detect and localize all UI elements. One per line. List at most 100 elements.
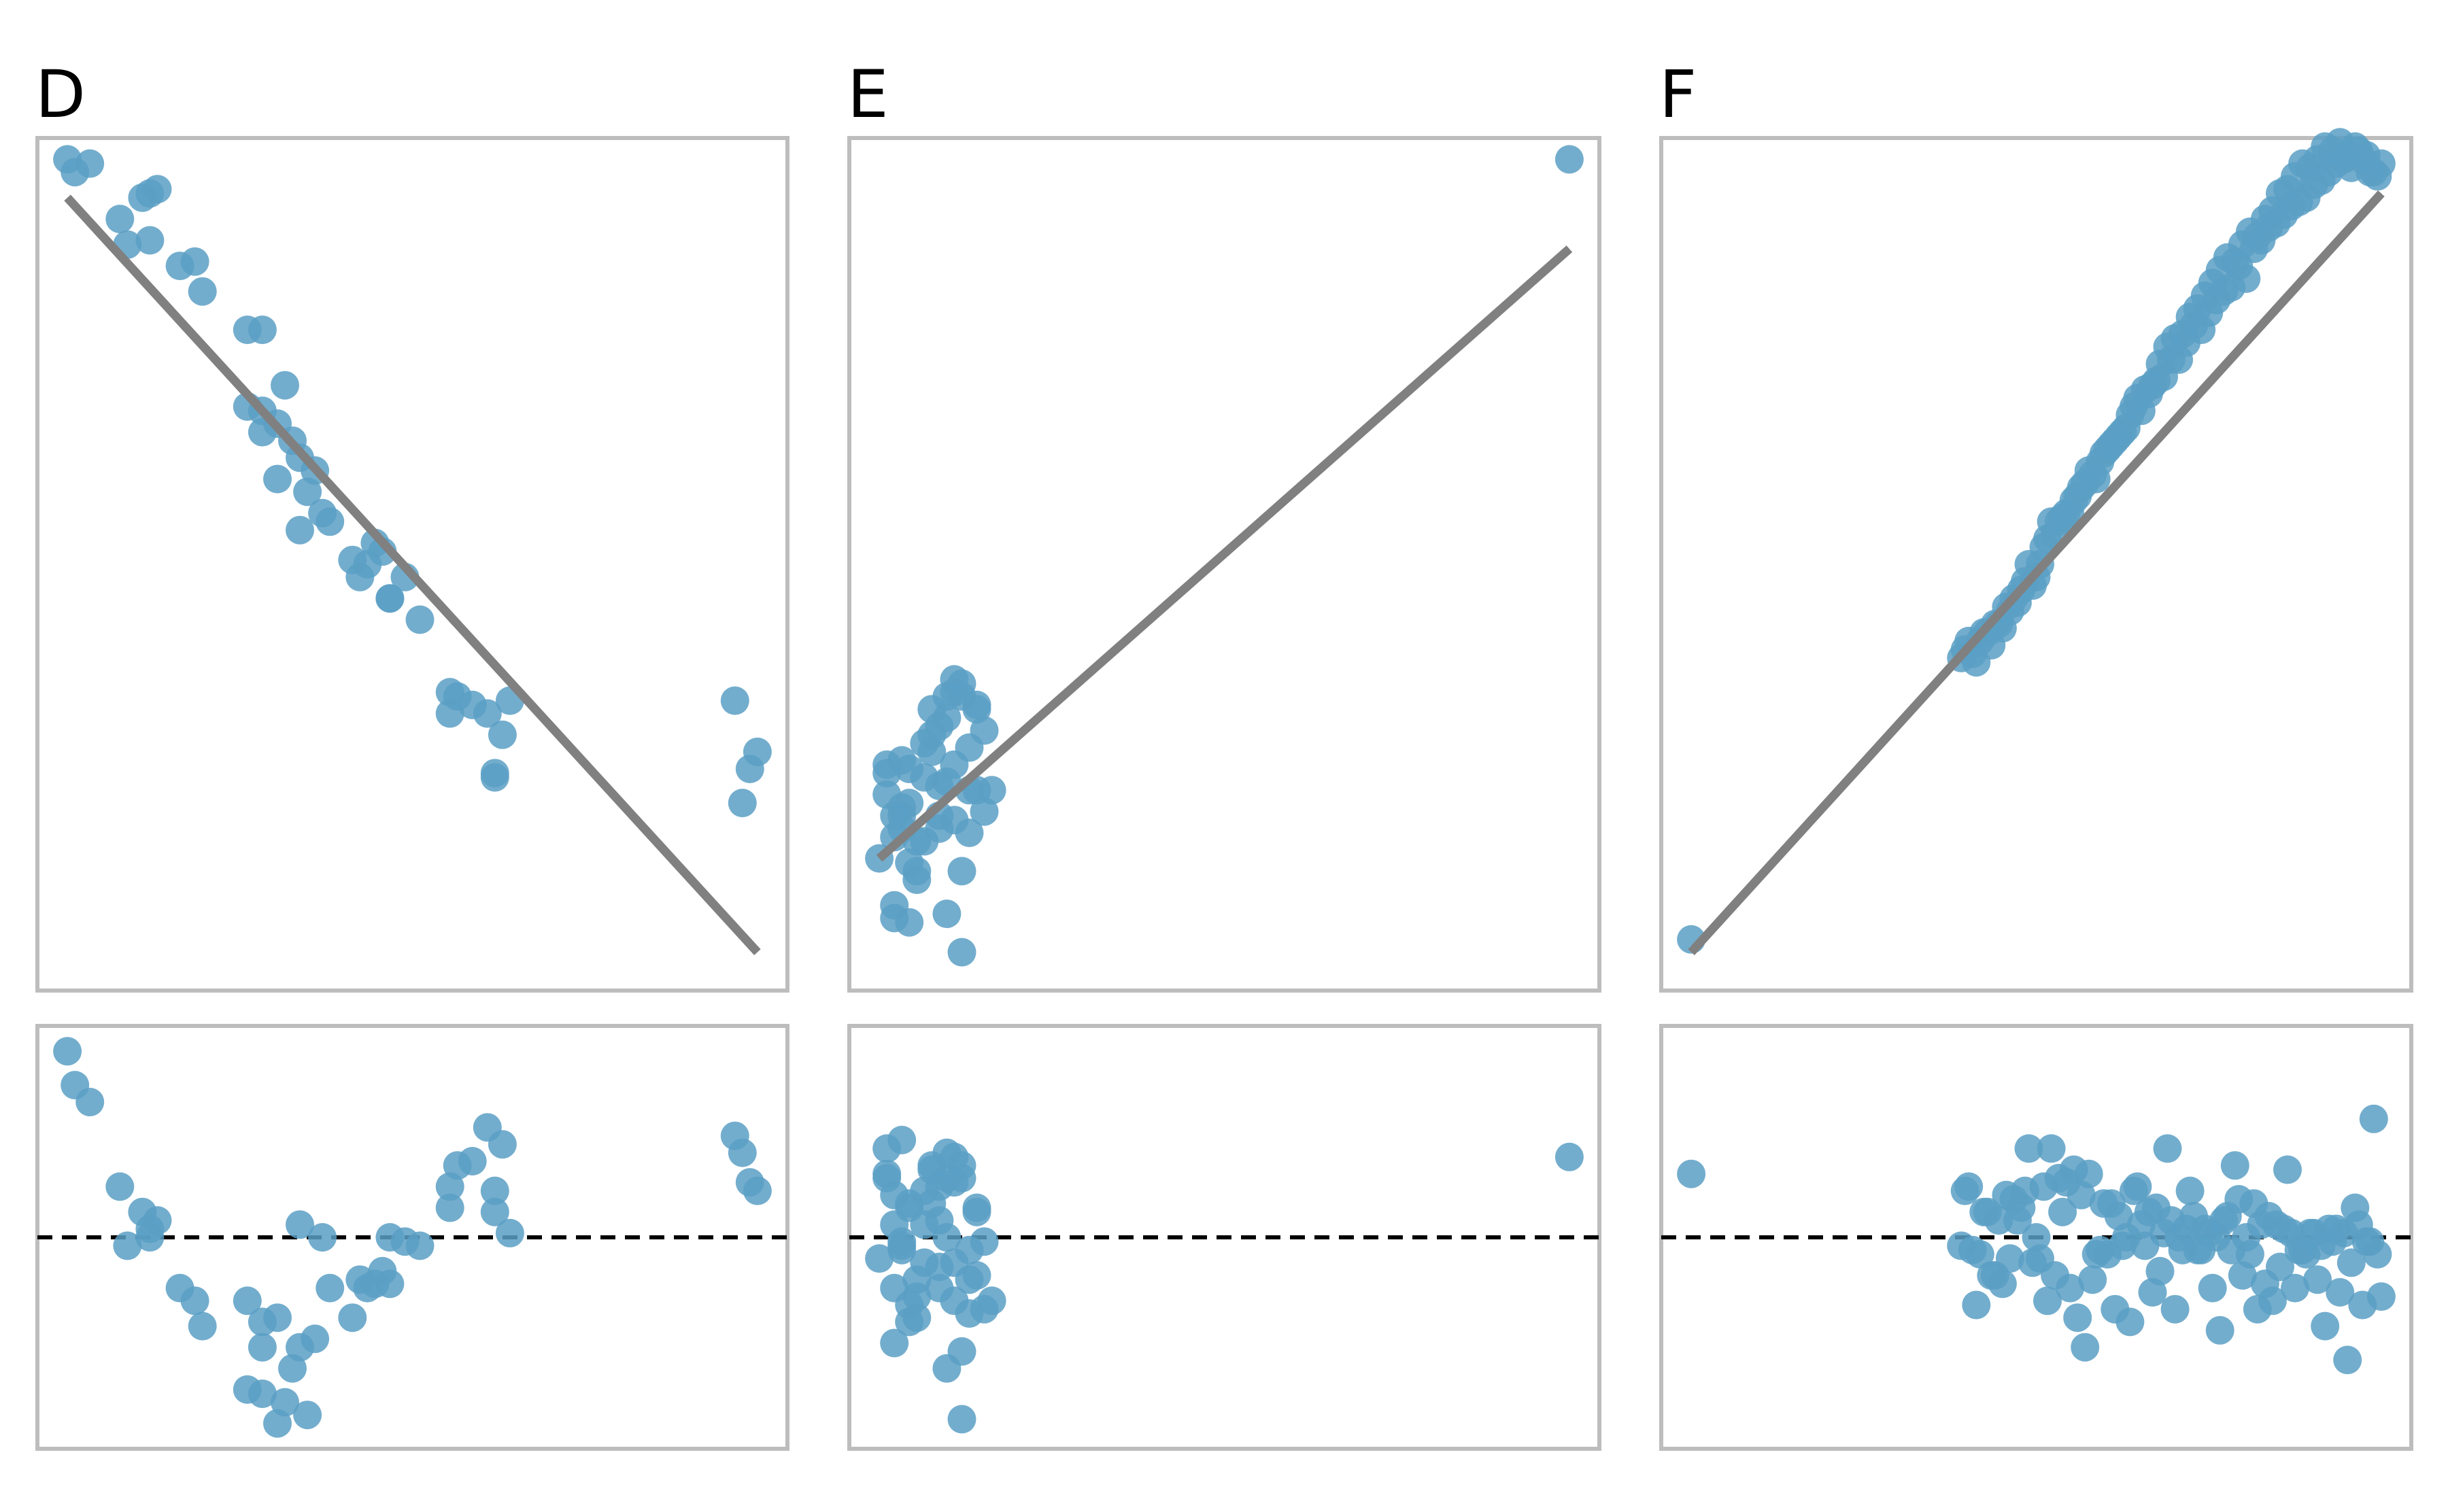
panel-F-residual-point <box>2341 1193 2370 1222</box>
panel-E-residual-point <box>902 1265 932 1294</box>
panel-D-residual-point <box>375 1269 405 1299</box>
panel-D-data-point <box>286 515 314 545</box>
panel-D-data-point <box>263 464 292 494</box>
panel-F-residual-point <box>2123 1172 2152 1201</box>
panel-D: D <box>35 56 789 1451</box>
panel-F-residual-point <box>2037 1134 2066 1163</box>
panel-F-residual-point <box>2258 1286 2287 1316</box>
panel-F-residual-point <box>2071 1333 2100 1362</box>
panel-F-residual-point <box>2056 1273 2085 1303</box>
panel-F-residual-point <box>2074 1159 2103 1188</box>
panel-E-data-point <box>955 819 984 847</box>
panel-F-residual-point <box>2205 1316 2234 1345</box>
panel-D-residual-point <box>345 1265 375 1294</box>
panel-F-residual-point <box>2175 1176 2205 1205</box>
panel-E-data-point <box>895 848 924 877</box>
panel-D-residual-point <box>338 1303 367 1333</box>
panel-F-residual-point <box>2048 1197 2077 1226</box>
panel-F-residual-point <box>2130 1231 2160 1260</box>
panel-D-fit-line <box>64 194 761 955</box>
panel-F-fit-line <box>1688 190 2385 955</box>
panel-E-residual-point <box>947 1405 976 1434</box>
panel-D-residual-point <box>293 1401 322 1430</box>
panel-D-data-point <box>135 226 165 255</box>
panel-F-residual-point <box>2318 1227 2347 1256</box>
panel-D-residual-point <box>180 1286 209 1316</box>
panel-F-points <box>1677 128 2396 954</box>
panel-D-residual-point <box>308 1223 337 1252</box>
panel-E-residual-point <box>872 1134 902 1163</box>
panel-D-residual-point <box>301 1324 330 1354</box>
panel-F-main-frame <box>1659 136 2413 993</box>
panel-E-data-point <box>925 814 954 843</box>
panel-E-fit-line <box>876 245 1573 862</box>
panel-F-residual-point <box>1677 1159 1706 1188</box>
panel-F-residual-point <box>1965 1239 1994 1269</box>
panel-E-residual-point <box>865 1244 894 1273</box>
panel-F-residual-point <box>2311 1311 2340 1341</box>
panel-F-residual-point <box>2022 1223 2051 1252</box>
panel-F-title: F <box>1659 56 1697 133</box>
panel-E-data-point <box>947 938 976 967</box>
panel-F-residual-point <box>2063 1303 2092 1333</box>
panel-D-data-point <box>271 371 299 400</box>
panel-D-data-point <box>135 179 165 208</box>
panel-E-data-point <box>917 737 947 766</box>
panel-F-residual-point <box>2003 1206 2032 1235</box>
panel-E-data-point <box>887 801 917 830</box>
panel-F-residual-point <box>2198 1273 2227 1303</box>
panel-E: E <box>847 56 1601 1451</box>
panel-F-residual-point <box>2078 1265 2107 1294</box>
panel-D-residual-point <box>480 1197 509 1226</box>
panel-D-residual-points <box>53 1037 772 1438</box>
panel-E-data-point <box>910 763 939 792</box>
panel-E-main-frame <box>847 136 1601 993</box>
panel-F-residual-point <box>2033 1286 2062 1316</box>
panel-F-residual-point <box>1962 1290 1991 1320</box>
panel-D-residual-point <box>375 1223 405 1252</box>
panel-E-data-point <box>932 899 962 929</box>
panel-F-residual-point <box>1950 1176 1979 1205</box>
panel-E-residual-point <box>880 1328 909 1358</box>
panel-F: F <box>1659 56 2413 1451</box>
panel-D-residual-point <box>263 1409 292 1438</box>
panel-F-residual-point <box>2108 1231 2137 1260</box>
panel-D-data-point <box>188 277 217 306</box>
panel-D-residual-point <box>105 1172 135 1201</box>
panel-D-residual-point <box>743 1176 772 1205</box>
panel-E-data-point <box>947 857 976 886</box>
panel-E-residual-point <box>925 1273 954 1303</box>
panel-D-data-point <box>480 763 509 792</box>
panel-F-residual-point <box>2115 1307 2145 1337</box>
panel-D-residual-point <box>316 1273 345 1303</box>
panel-D-residual-point <box>263 1303 292 1333</box>
panel-F-residual-point <box>2363 1239 2392 1269</box>
panel-D-residual-point <box>458 1147 487 1175</box>
panel-F-residual-point <box>2281 1273 2309 1303</box>
panel-D-residual-point <box>405 1231 435 1260</box>
panel-E-points <box>865 145 1584 967</box>
panel-F-residual-point <box>2266 1252 2294 1282</box>
panel-D-residual-point <box>188 1311 217 1341</box>
panel-D-residual-point <box>248 1333 277 1362</box>
panel-F-residual-point <box>2359 1104 2388 1133</box>
panel-F-residual-point <box>2160 1294 2190 1324</box>
panel-E-residual-point <box>932 1354 962 1383</box>
panel-E-residual-point <box>970 1294 999 1324</box>
panel-D-data-point <box>720 686 749 715</box>
panel-E-data-point <box>925 712 954 741</box>
panel-D-data-point <box>435 699 464 728</box>
panel-F-residual-point <box>1988 1269 2017 1299</box>
panel-D-residual-point <box>728 1138 757 1167</box>
panel-D-data-point <box>728 789 757 818</box>
panel-F-residual-point <box>2273 1155 2302 1184</box>
panel-F-residual-point <box>1973 1197 2002 1226</box>
panel-F-residual-point <box>2333 1345 2362 1375</box>
panel-F-residual-point <box>2190 1214 2220 1243</box>
panel-D-residual-point <box>53 1037 82 1066</box>
panel-E-data-point <box>880 904 909 933</box>
panel-D-points <box>53 145 772 818</box>
panel-F-residual-point <box>2336 1248 2366 1277</box>
panel-D-data-point <box>488 720 517 749</box>
panel-F-residual-point <box>2235 1239 2264 1269</box>
